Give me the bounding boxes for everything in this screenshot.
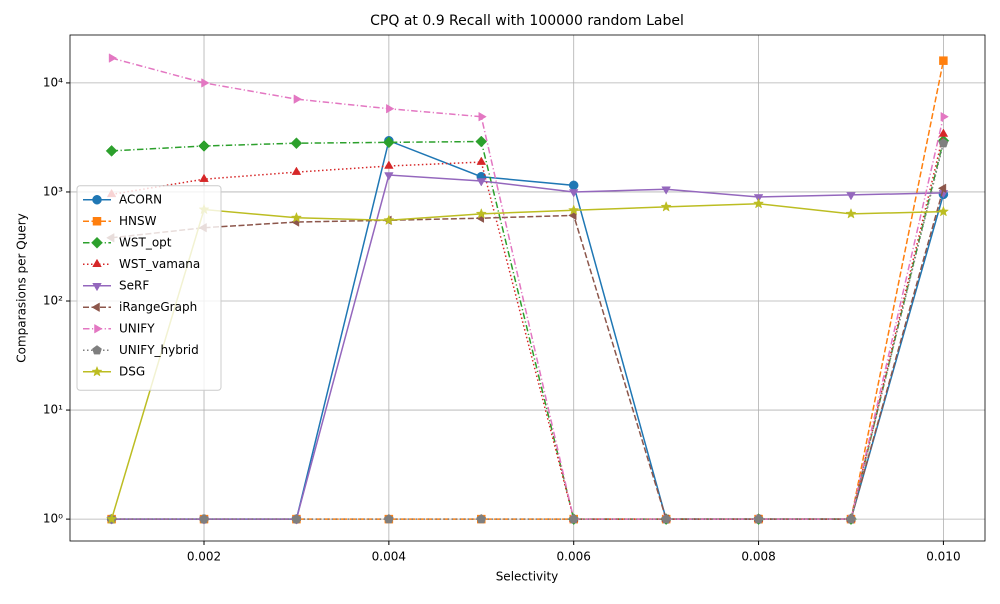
marker [938, 128, 949, 137]
marker [293, 94, 302, 104]
marker [383, 214, 395, 226]
series-line [111, 60, 945, 520]
marker [383, 136, 395, 149]
marker [476, 514, 487, 524]
legend-label: HNSW [119, 214, 157, 228]
x-tick-label: 0.004 [372, 550, 406, 564]
marker [568, 204, 580, 216]
x-tick-label: 0.008 [741, 550, 775, 564]
legend-marker [91, 365, 103, 377]
legend-label: WST_opt [119, 235, 172, 249]
marker [476, 156, 487, 165]
marker [290, 137, 303, 150]
marker [384, 172, 394, 181]
legend-label: UNIFY_hybrid [119, 343, 199, 357]
y-tick-label: 10³ [43, 184, 63, 198]
y-tick-label: 10⁴ [43, 75, 63, 89]
legend-marker [92, 195, 102, 205]
legend-marker [92, 283, 102, 292]
marker [291, 514, 302, 524]
marker [939, 56, 948, 65]
legend-box [76, 185, 222, 391]
y-tick-label: 10⁰ [43, 512, 63, 526]
marker [384, 160, 394, 169]
marker [661, 514, 671, 524]
y-tick-label: 10¹ [43, 403, 63, 417]
legend-label: DSG [119, 364, 145, 378]
marker [386, 103, 395, 114]
marker [201, 78, 210, 88]
marker [845, 207, 857, 219]
legend-marker [94, 323, 103, 334]
series-line [110, 202, 944, 520]
marker [568, 514, 579, 524]
marker [752, 197, 765, 209]
series-line [111, 143, 945, 520]
marker [105, 145, 118, 157]
chart-title: CPQ at 0.9 Recall with 100000 random Lab… [370, 13, 684, 29]
marker [478, 111, 487, 122]
x-tick-label: 0.002 [187, 550, 221, 564]
x-tick-label: 0.006 [557, 550, 591, 564]
series-line [111, 133, 945, 520]
marker [940, 111, 949, 122]
x-axis-label: Selectivity [496, 570, 559, 584]
marker [568, 180, 579, 191]
plot-frame [69, 34, 986, 542]
marker [475, 207, 487, 219]
marker [290, 211, 303, 223]
marker [475, 135, 488, 148]
legend-label: ACORN [119, 192, 162, 206]
series [107, 56, 948, 524]
marker [937, 205, 950, 217]
series [105, 197, 950, 524]
legend-label: iRangeGraph [119, 300, 197, 314]
legend-marker [92, 258, 102, 267]
legend-marker [92, 345, 102, 355]
series-line [111, 140, 945, 520]
legend-marker [91, 302, 100, 313]
marker [199, 173, 209, 182]
marker [660, 200, 672, 212]
series [105, 134, 950, 525]
series-line [111, 174, 944, 520]
legend-label: SeRF [119, 278, 149, 292]
marker [937, 183, 947, 194]
marker [661, 186, 671, 195]
series [106, 128, 949, 522]
series [108, 53, 949, 524]
legend-label: WST_vamana [119, 257, 200, 271]
legend-marker [91, 236, 103, 249]
y-tick-label: 10² [43, 294, 63, 308]
marker [384, 514, 394, 524]
marker [198, 140, 210, 152]
series-line [111, 57, 945, 520]
legend-marker [92, 217, 102, 226]
marker [476, 178, 487, 187]
series [106, 183, 947, 524]
marker [846, 192, 856, 201]
marker [199, 514, 209, 524]
marker [108, 53, 118, 63]
legend-label: UNIFY [119, 321, 155, 335]
marker [568, 189, 579, 198]
y-axis-label: Comparasions per Query [15, 213, 29, 362]
x-tick-label: 0.010 [926, 550, 960, 564]
marker [846, 514, 856, 524]
series-line [111, 188, 945, 520]
marker [291, 166, 302, 175]
marker [105, 513, 118, 524]
marker [753, 514, 764, 524]
legend: ACORN HNSW WST_opt WST_vamana SeRF iRangeGrap… [76, 185, 222, 391]
marker [938, 138, 949, 148]
